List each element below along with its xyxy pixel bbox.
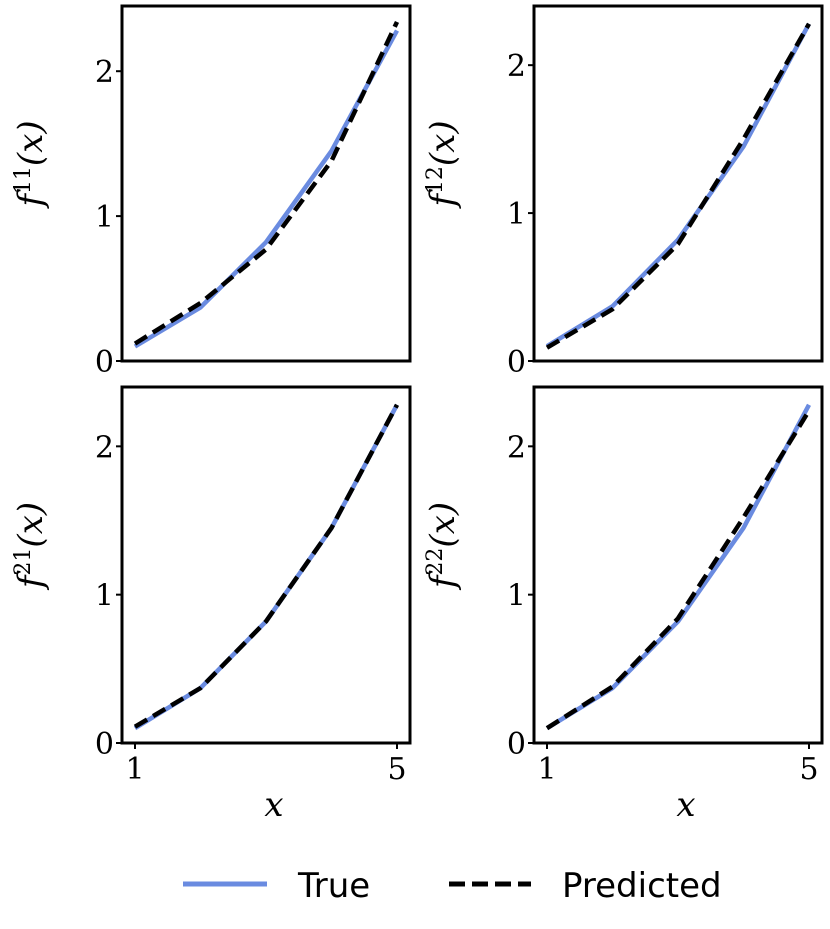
y-tick-label: 2 bbox=[507, 49, 526, 84]
true-series-line bbox=[545, 403, 811, 731]
subplot-1: 0 1 2 f11(x) bbox=[11, 4, 412, 380]
predicted-series-line bbox=[133, 403, 399, 729]
y-tick-label: 1 bbox=[507, 579, 526, 614]
y-axis-label: f11(x) bbox=[11, 120, 51, 209]
y-axis-label: f12(x) bbox=[423, 120, 463, 209]
x-axis-label: x bbox=[264, 785, 283, 825]
x-tick-label: 5 bbox=[799, 752, 818, 787]
legend: True Predicted bbox=[183, 866, 722, 906]
y-tick-label: 0 bbox=[507, 727, 526, 762]
subplot-2: 0 1 2 f12(x) bbox=[423, 4, 824, 380]
axes-frame bbox=[120, 4, 412, 363]
x-axis-label: x bbox=[676, 785, 695, 825]
axes-frame bbox=[120, 385, 412, 745]
y-axis-label: f21(x) bbox=[11, 502, 51, 591]
true-series-line bbox=[545, 22, 811, 349]
axes-frame bbox=[532, 385, 824, 745]
y-axis-label: f22(x) bbox=[423, 502, 463, 591]
y-tick-label: 1 bbox=[507, 197, 526, 232]
y-tick-label: 0 bbox=[95, 727, 114, 762]
true-series-line bbox=[133, 403, 399, 731]
x-tick-label: 1 bbox=[537, 752, 556, 787]
y-tick-label: 2 bbox=[95, 55, 114, 90]
x-tick-label: 1 bbox=[125, 752, 144, 787]
y-tick-label: 2 bbox=[95, 430, 114, 465]
predicted-series-line bbox=[133, 20, 400, 346]
y-tick-label: 0 bbox=[95, 345, 114, 380]
y-tick-label: 1 bbox=[95, 200, 114, 235]
y-tick-label: 1 bbox=[95, 579, 114, 614]
axes-frame bbox=[532, 4, 824, 363]
predicted-series-line bbox=[545, 409, 811, 731]
predicted-series-line bbox=[545, 22, 811, 350]
y-tick-label: 0 bbox=[507, 345, 526, 380]
true-series-line bbox=[133, 29, 399, 349]
x-tick-label: 5 bbox=[387, 752, 406, 787]
y-tick-label: 2 bbox=[507, 430, 526, 465]
legend-predicted-label: Predicted bbox=[562, 866, 722, 906]
legend-true-label: True bbox=[297, 866, 370, 906]
